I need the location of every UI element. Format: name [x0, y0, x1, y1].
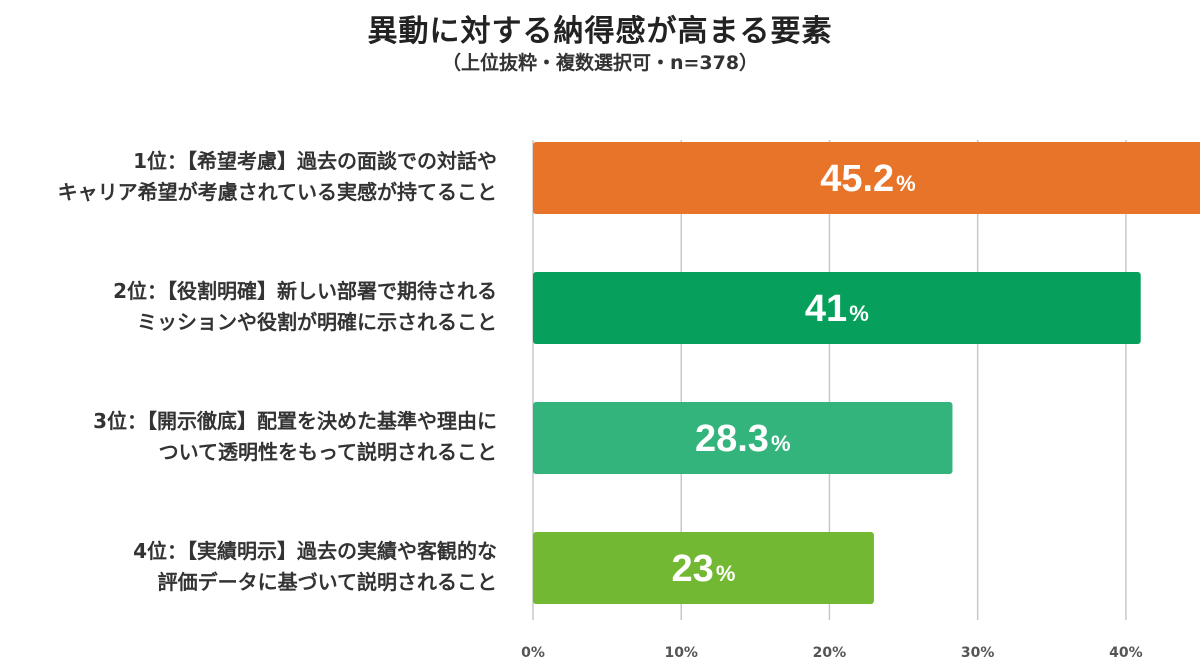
bar-value-label-1: 45.2% — [820, 158, 916, 200]
category-labels: 1位：【希望考慮】過去の面談での対話やキャリア希望が考慮されている実感が持てるこ… — [58, 149, 497, 594]
x-tick-label: 30% — [961, 645, 995, 661]
x-tick-label: 40% — [1109, 645, 1143, 661]
x-tick-label: 10% — [664, 645, 698, 661]
category-label-2: 2位：【役割明確】新しい部署で期待されるミッションや役割が明確に示されること — [113, 279, 497, 334]
bar-4 — [533, 532, 874, 604]
x-tick-label: 20% — [813, 645, 847, 661]
bar-value-label-4: 23% — [672, 548, 736, 590]
x-tick-label: 0% — [521, 645, 545, 661]
chart-title: 異動に対する納得感が高まる要素 — [367, 14, 833, 49]
category-label-4: 4位：【実績明示】過去の実績や客観的な評価データに基づいて説明されること — [133, 539, 497, 594]
category-label-3: 3位：【開示徹底】配置を決めた基準や理由について透明性をもって説明されること — [93, 409, 497, 464]
x-axis-ticks: 0% 10% 20% 30% 40% — [521, 645, 1143, 661]
chart-subtitle: （上位抜粋・複数選択可・n=378） — [441, 52, 759, 74]
bar-2 — [533, 272, 1141, 344]
bar-value-label-2: 41% — [805, 288, 869, 330]
category-label-1: 1位：【希望考慮】過去の面談での対話やキャリア希望が考慮されている実感が持てるこ… — [58, 149, 497, 204]
bar-3 — [533, 402, 953, 474]
bar-1 — [533, 142, 1200, 214]
bars: 45.2% 41% 28.3% 23% — [533, 142, 1200, 604]
bar-value-label-3: 28.3% — [695, 418, 791, 460]
